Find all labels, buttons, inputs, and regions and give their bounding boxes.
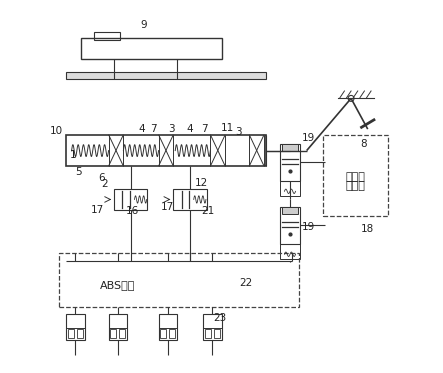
Text: 19: 19 [302, 222, 315, 232]
Bar [203, 314, 222, 340]
Bar [282, 207, 298, 213]
Text: 19: 19 [302, 134, 315, 143]
Bar [159, 314, 177, 340]
Text: 4: 4 [187, 124, 193, 134]
Bar [280, 244, 300, 259]
Text: 力模块: 力模块 [346, 181, 365, 191]
Bar [66, 72, 266, 79]
Bar [66, 135, 266, 166]
Text: 7: 7 [202, 124, 208, 134]
Bar [205, 329, 211, 338]
Text: 9: 9 [140, 21, 147, 31]
Text: 1: 1 [70, 150, 77, 160]
Bar [323, 135, 388, 216]
Bar [280, 181, 300, 196]
Text: 8: 8 [361, 139, 367, 149]
Bar [280, 207, 300, 244]
Bar [173, 189, 207, 210]
Bar [68, 329, 74, 338]
Text: 4: 4 [139, 124, 145, 134]
Text: 6: 6 [98, 173, 105, 184]
Text: 3: 3 [168, 124, 175, 134]
Bar [169, 329, 175, 338]
Text: 5: 5 [76, 167, 82, 178]
Bar [119, 329, 125, 338]
Text: 21: 21 [201, 206, 214, 216]
Bar [110, 329, 117, 338]
Bar [214, 329, 220, 338]
Text: 液压助: 液压助 [346, 172, 365, 182]
Text: 16: 16 [126, 206, 139, 216]
Text: 17: 17 [91, 205, 104, 215]
Bar [66, 314, 85, 340]
Text: 10: 10 [50, 126, 63, 136]
Bar [109, 314, 127, 340]
Text: 7: 7 [150, 124, 156, 134]
Bar [160, 329, 166, 338]
Bar [94, 32, 120, 40]
Bar [77, 329, 83, 338]
Text: ABS模块: ABS模块 [100, 280, 136, 289]
Text: 18: 18 [361, 224, 374, 234]
Text: 22: 22 [239, 278, 252, 288]
Text: 3: 3 [235, 127, 241, 137]
Text: 12: 12 [194, 178, 208, 188]
Bar [114, 189, 148, 210]
Bar [282, 144, 298, 151]
Text: 2: 2 [101, 179, 108, 188]
Bar [81, 38, 222, 59]
Text: 23: 23 [213, 313, 226, 323]
Bar [280, 144, 300, 181]
Text: 17: 17 [161, 202, 175, 212]
Bar [58, 253, 299, 307]
Text: 11: 11 [221, 123, 233, 133]
